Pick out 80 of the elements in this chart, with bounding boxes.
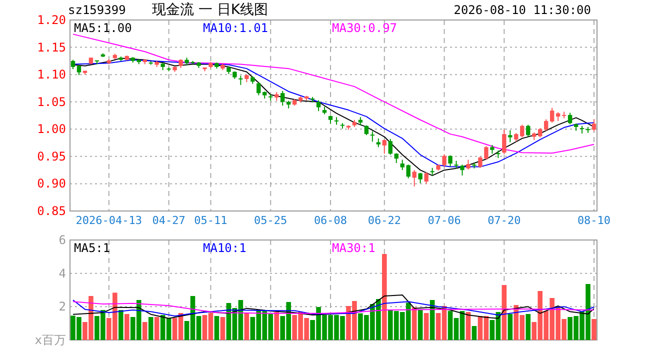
candlestick	[268, 94, 273, 102]
x-tick-label: 08-10	[577, 214, 611, 227]
candlestick	[460, 164, 464, 176]
candlestick	[538, 128, 542, 138]
bar	[382, 254, 387, 340]
candlestick	[418, 172, 422, 184]
bar	[466, 312, 471, 340]
x-tick-label: 04-27	[152, 214, 186, 227]
x-tick-label: 05-11	[194, 214, 228, 227]
bar	[592, 319, 596, 340]
candlestick	[388, 138, 392, 156]
y-tick-label: 2	[58, 300, 66, 314]
bar	[214, 316, 220, 340]
y-tick-label: 1.05	[37, 94, 66, 109]
x-tick-label: 2026-04-13	[76, 214, 142, 227]
bar	[418, 309, 423, 340]
candlestick	[424, 172, 428, 184]
annotation: MA10:1.01	[203, 21, 268, 35]
candlestick	[316, 100, 321, 112]
bar	[154, 317, 160, 340]
y-tick-label: 0.95	[37, 149, 66, 164]
bar	[424, 313, 429, 340]
candlestick	[466, 159, 470, 170]
bar	[118, 310, 124, 340]
line-series	[72, 34, 595, 154]
chart-subtitle: sz159399	[68, 3, 126, 17]
candlestick	[544, 118, 548, 132]
candlestick	[238, 75, 243, 86]
x-tick-label: 07-20	[488, 214, 521, 227]
x-tick-label: 05-25	[254, 214, 288, 227]
candlestick	[502, 129, 506, 155]
text: 2026-08-10 11:30:00	[454, 3, 591, 17]
candlestick	[568, 112, 572, 125]
candlestick	[550, 107, 554, 124]
candlestick	[364, 124, 369, 136]
y-tick-label: 6	[58, 233, 66, 247]
y-tick-label: 1.10	[37, 68, 66, 82]
x-tick-label: 06-22	[368, 214, 401, 227]
annotation: MA30:1	[332, 241, 376, 255]
y-tick-label: 1.15	[37, 40, 66, 54]
candlestick	[70, 59, 76, 70]
y-tick-label: 1.00	[37, 122, 66, 136]
y-tick-label: 0.90	[37, 176, 66, 191]
candlestick	[442, 154, 446, 168]
candlestick	[382, 139, 386, 154]
candlestick	[412, 170, 416, 187]
candlestick	[526, 124, 530, 138]
bar	[124, 314, 130, 340]
annotation: MA10:1	[203, 241, 246, 255]
candlestick	[508, 130, 512, 143]
candlestick	[592, 118, 596, 132]
bar	[526, 314, 531, 340]
bar	[508, 314, 513, 340]
candlestick	[256, 82, 261, 96]
candlestick	[400, 159, 404, 171]
bar	[142, 322, 148, 340]
candlestick	[76, 64, 82, 76]
bar	[148, 317, 154, 340]
x-tick-label: 07-06	[428, 214, 461, 227]
x-tick-label: 06-08	[314, 214, 348, 227]
candlestick	[370, 130, 375, 142]
annotation: MA5:1.00	[74, 21, 132, 35]
bar	[274, 312, 280, 340]
bar	[244, 313, 250, 340]
y-tick-label: 0.85	[37, 204, 66, 218]
candlestick	[520, 124, 524, 138]
annotation: MA30:0.97	[332, 21, 398, 35]
y-tick-label: 4	[58, 266, 66, 280]
candlestick	[280, 90, 285, 106]
line-series	[72, 294, 595, 319]
candlestick	[334, 116, 339, 126]
bar	[472, 326, 477, 340]
candlestick	[394, 152, 398, 164]
bar	[220, 317, 226, 340]
candlestick	[448, 154, 452, 167]
y-tick-label: x百万	[34, 333, 66, 347]
y-tick-label: 1.20	[37, 13, 66, 27]
annotation: MA5:1	[74, 241, 110, 255]
candlestick	[406, 164, 410, 179]
chart-title: 现金流 一 日K线图	[152, 2, 268, 18]
